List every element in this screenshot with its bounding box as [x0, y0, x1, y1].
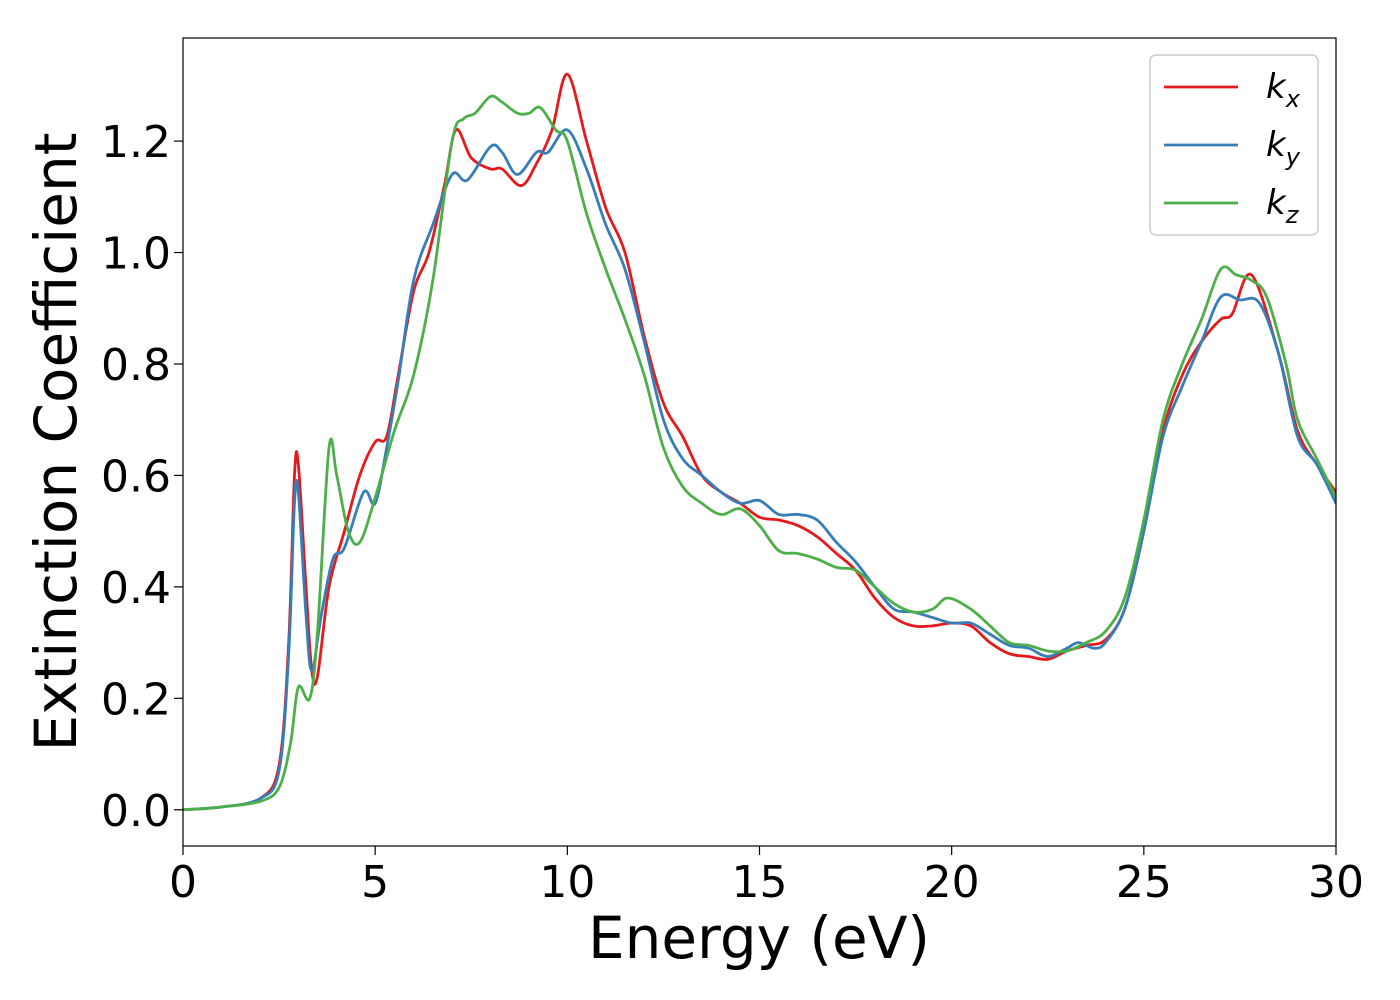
x-tick-label: 15	[732, 857, 788, 908]
legend: kx ky kz	[1149, 54, 1319, 236]
series-layer	[183, 72, 1336, 812]
y-tick-label: 1.2	[101, 117, 171, 168]
y-axis: 0.0 0.2 0.4 0.6 0.8 1.0 1.2	[101, 117, 183, 837]
y-tick-label: 0.8	[101, 340, 171, 391]
x-tick-label: 20	[924, 857, 980, 908]
legend-items: kx ky kz	[1164, 67, 1301, 229]
x-tick-label: 0	[169, 857, 197, 908]
y-tick-label: 0.0	[101, 786, 171, 837]
y-tick-label: 0.2	[101, 674, 171, 725]
y-tick-label: 1.0	[101, 229, 171, 280]
plot-area	[182, 37, 1337, 847]
legend-label-y: ky	[1266, 125, 1301, 171]
x-tick-label: 5	[361, 857, 389, 908]
y-tick-label: 0.4	[101, 563, 171, 614]
legend-label-x: kx	[1266, 67, 1301, 113]
x-tick-label: 30	[1308, 857, 1364, 908]
series-line-z	[183, 94, 1336, 812]
legend-label-z: kz	[1266, 183, 1300, 229]
x-axis: 0 5 10 15 20 25 30	[169, 846, 1364, 908]
x-tick-label: 25	[1116, 857, 1172, 908]
y-tick-label: 0.6	[101, 451, 171, 502]
series-line-y	[183, 128, 1336, 812]
x-axis-title: Energy (eV)	[588, 904, 930, 972]
y-axis-title: Extinction Coefficient	[22, 133, 90, 752]
x-tick-label: 10	[539, 857, 595, 908]
